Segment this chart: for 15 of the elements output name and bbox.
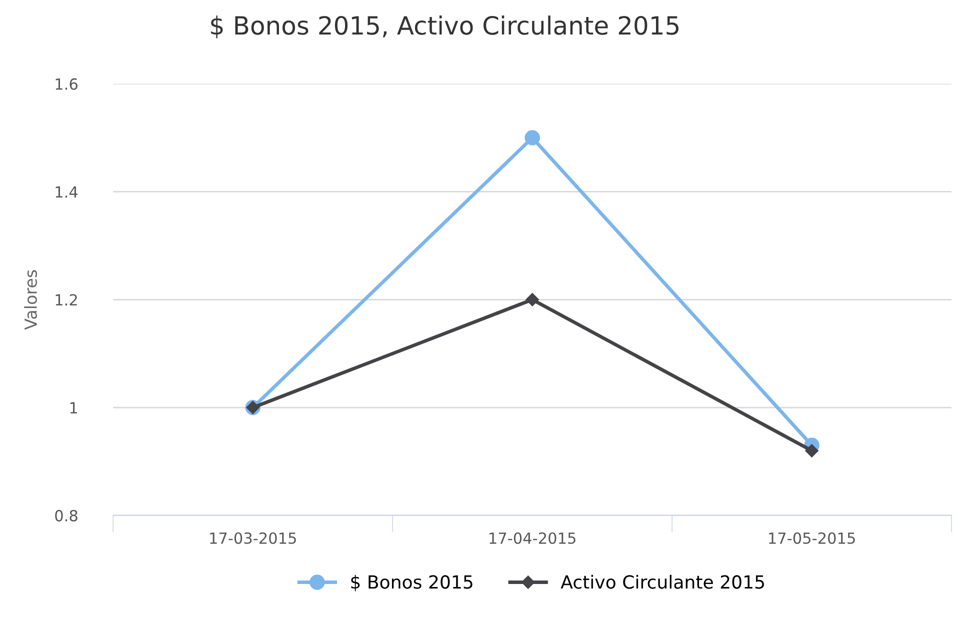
legend-label: Activo Circulante 2015 xyxy=(560,574,764,589)
x-tick-label: 17-03-2015 xyxy=(210,532,296,544)
point xyxy=(526,293,539,306)
y-tick-label: 0.8 xyxy=(55,510,78,522)
legend-label: $ Bonos 2015 xyxy=(351,574,472,592)
y-axis-title: Valores xyxy=(24,270,37,330)
point xyxy=(805,444,818,458)
point xyxy=(524,130,540,146)
y-tick-label: 1.4 xyxy=(56,186,78,198)
chart-title: $ Bonos 2015, Activo Circulante 2015 xyxy=(211,16,678,38)
x-tick-label: 17-04-2015 xyxy=(490,532,576,544)
y-tick-label: 1.6 xyxy=(56,78,78,90)
y-tick-label: 1.2 xyxy=(56,294,77,306)
y-tick-label: 1 xyxy=(70,402,78,414)
x-tick-label: 17-05-2015 xyxy=(769,532,855,544)
